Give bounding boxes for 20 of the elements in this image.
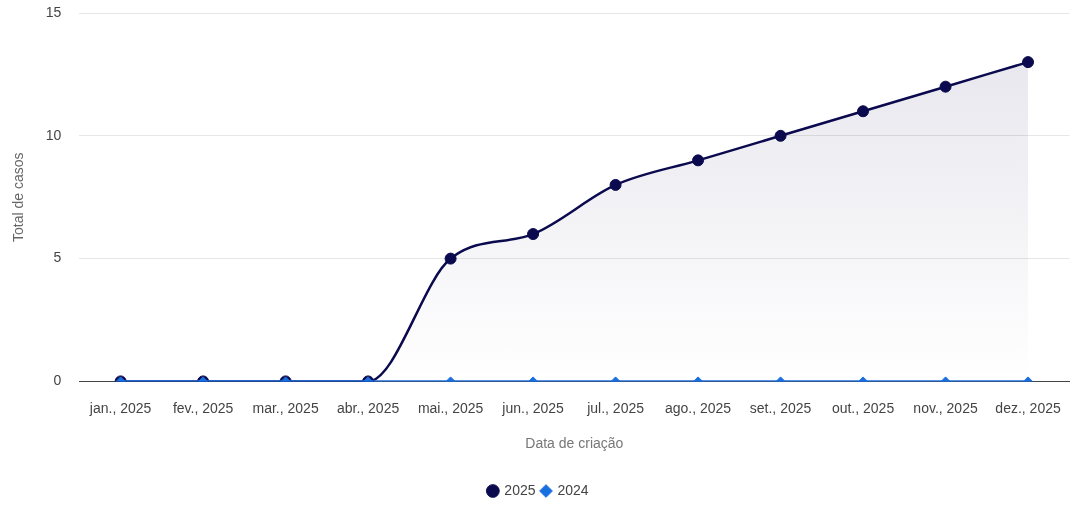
x-tick-label: jan., 2025: [88, 399, 152, 416]
x-tick-label: nov., 2025: [913, 399, 978, 416]
x-tick-label: jun., 2025: [501, 399, 565, 416]
y-axis-title: Total de casos: [10, 152, 27, 242]
y-tick-label: 15: [45, 3, 62, 20]
legend-label: 2024: [557, 481, 589, 498]
x-tick-label: jul., 2025: [586, 399, 645, 416]
y-tick-label: 10: [45, 126, 62, 143]
y-tick-label: 0: [53, 372, 62, 389]
x-tick-label: mar., 2025: [252, 399, 319, 416]
legend-label: 2025: [504, 481, 536, 498]
x-tick-label: out., 2025: [831, 399, 895, 416]
x-tick-label: fev., 2025: [172, 399, 234, 416]
x-tick-label: abr., 2025: [336, 399, 400, 416]
y-tick-label: 5: [53, 249, 62, 266]
x-axis-title: Data de criação: [525, 435, 624, 452]
x-tick-label: mai., 2025: [417, 399, 484, 416]
x-tick-label: dez., 2025: [995, 399, 1061, 416]
x-tick-label: set., 2025: [749, 399, 812, 416]
x-tick-label: ago., 2025: [664, 399, 732, 416]
